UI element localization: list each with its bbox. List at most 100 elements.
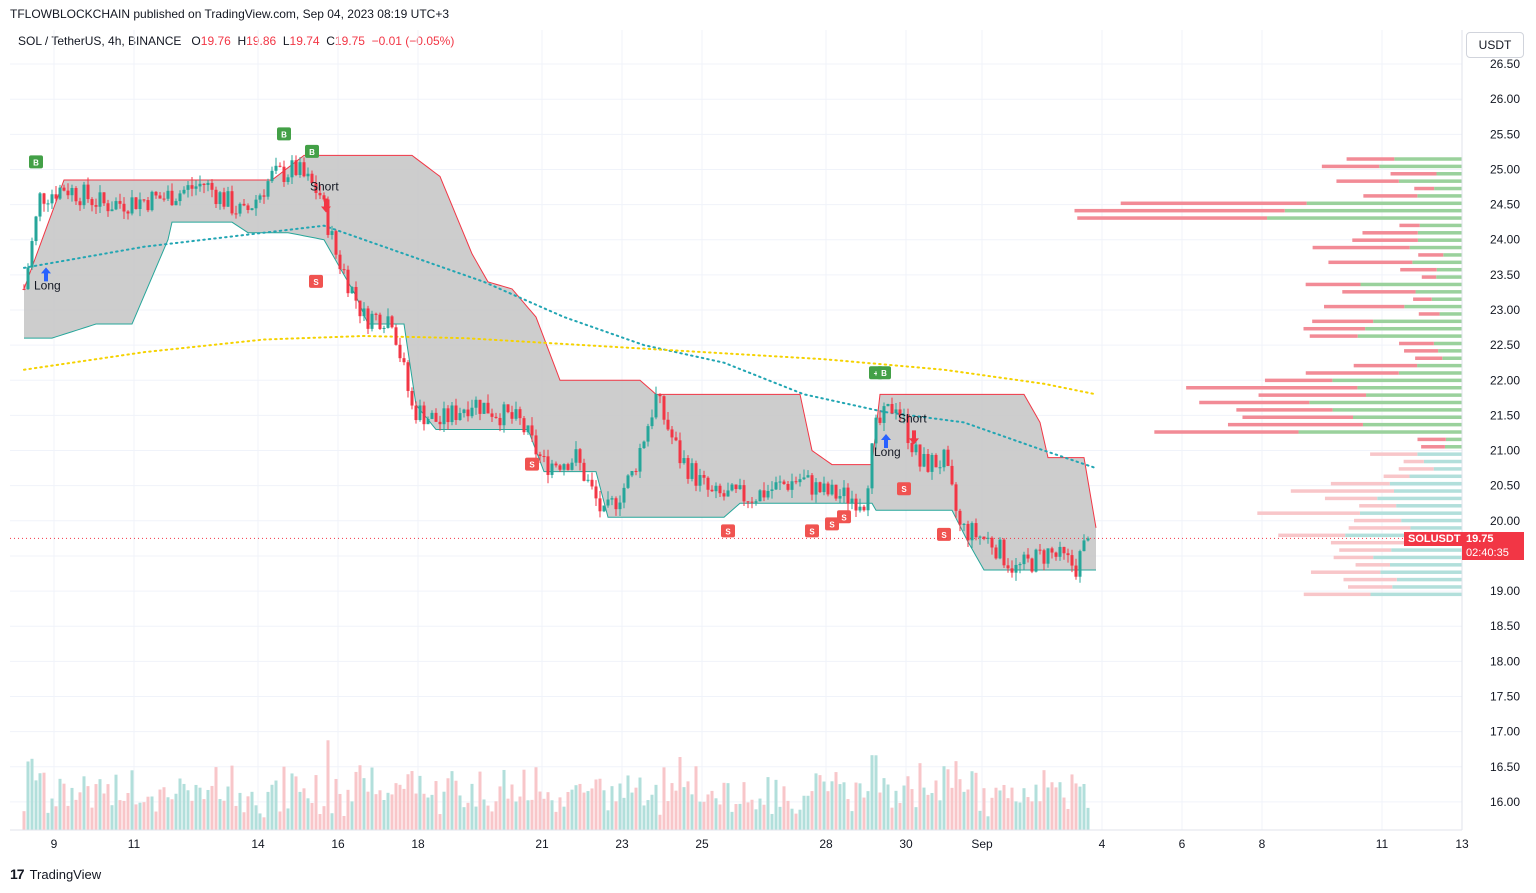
symbol-name[interactable]: SOL / TetherUS, 4h, BINANCE (18, 34, 182, 48)
volume-bar (318, 814, 322, 830)
volume-bar (678, 756, 682, 830)
volume-bar (786, 800, 790, 830)
volume-profile-down (1413, 297, 1432, 301)
price-tick-label: 21.50 (1490, 408, 1520, 422)
price-tick-label: 21.00 (1490, 444, 1520, 458)
candle-body (522, 418, 526, 433)
candle-body (478, 399, 482, 414)
tradingview-logo[interactable]: 17 TradingView (10, 866, 101, 882)
candle-body (1026, 554, 1030, 559)
volume-profile-up (1373, 319, 1462, 324)
signal-label: B (881, 369, 887, 378)
volume-bar (294, 776, 298, 830)
volume-bar (730, 811, 734, 830)
candle-body (166, 190, 170, 199)
candle-body (82, 184, 86, 206)
volume-bar (526, 800, 530, 830)
signal-label: S (529, 461, 535, 470)
volume-bar (970, 771, 974, 830)
volume-bar (558, 797, 562, 830)
candle-body (534, 435, 538, 455)
candle-body (1082, 540, 1086, 552)
volume-bar (346, 789, 350, 830)
volume-bar (174, 793, 178, 830)
volume-profile-up (1410, 526, 1462, 530)
volume-profile-down (1290, 489, 1395, 493)
candle-body (254, 199, 258, 209)
candle-body (170, 190, 174, 206)
volume-bar (1026, 797, 1030, 830)
volume-profile-down (1154, 430, 1299, 434)
volume-bar (994, 787, 998, 830)
candle-body (430, 412, 434, 419)
volume-bar (622, 797, 626, 830)
volume-bar (810, 791, 814, 830)
annotation-text: Long (874, 445, 901, 459)
candle-body (1054, 552, 1058, 557)
volume-bar (838, 784, 842, 830)
volume-bar (130, 770, 134, 830)
symbol-price-tag: SOLUSDT (1404, 532, 1465, 546)
volume-bar (674, 790, 678, 830)
candle-body (418, 405, 422, 421)
candle-body (646, 426, 650, 442)
candle-body (402, 358, 406, 363)
time-tick-label: 25 (695, 837, 709, 851)
volume-bar (30, 758, 34, 830)
signal-badge (721, 524, 735, 538)
signal-badge (897, 482, 911, 496)
volume-bar (450, 771, 454, 830)
volume-profile-up (1436, 275, 1462, 279)
volume-bar (766, 777, 770, 830)
volume-bar (530, 799, 534, 830)
volume-bar (434, 781, 438, 830)
candle-body (594, 486, 598, 499)
volume-bar (658, 814, 662, 830)
candle-body (634, 470, 638, 472)
candle-body (314, 183, 318, 193)
long-arrow-icon (41, 267, 51, 282)
candle-body (290, 160, 294, 178)
volume-profile-up (1359, 511, 1462, 515)
signal-label: S (725, 527, 731, 536)
candle-body (414, 405, 418, 421)
volume-bar (978, 810, 982, 830)
volume-profile-down (1074, 208, 1285, 213)
candle-body (954, 484, 958, 511)
volume-profile-up (1409, 245, 1462, 250)
candle-body (190, 185, 194, 189)
volume-profile-down (1333, 555, 1374, 560)
candle-body (910, 443, 914, 453)
candle-body (530, 425, 534, 436)
volume-bar (522, 769, 526, 830)
candle-body (38, 193, 42, 217)
candle-body (22, 288, 26, 290)
volume-profile-down (1303, 326, 1366, 331)
currency-button[interactable]: USDT (1466, 32, 1524, 58)
candle-body (206, 182, 210, 185)
volume-profile-down (1400, 267, 1437, 272)
candle-body (622, 487, 626, 503)
candle-body (982, 536, 986, 539)
candle-body (998, 539, 1002, 559)
candle-body (454, 405, 458, 421)
volume-bar (998, 790, 1002, 830)
volume-bar (914, 807, 918, 830)
candle-body (710, 489, 714, 492)
candle-body (238, 203, 242, 214)
candle-body (442, 408, 446, 425)
volume-profile-down (1264, 378, 1333, 383)
candle-body (698, 475, 702, 486)
volume-profile-down (1278, 533, 1346, 538)
candle-body (614, 498, 618, 510)
volume-profile-down (1077, 216, 1268, 220)
candle-body (230, 191, 234, 214)
volume-bar (1078, 786, 1082, 830)
volume-bar (258, 813, 262, 830)
candle-body (122, 203, 126, 212)
candle-body (450, 405, 454, 423)
last-price-tag: 19.75 (1462, 532, 1524, 546)
candle-body (934, 454, 938, 468)
volume-bar (578, 783, 582, 830)
